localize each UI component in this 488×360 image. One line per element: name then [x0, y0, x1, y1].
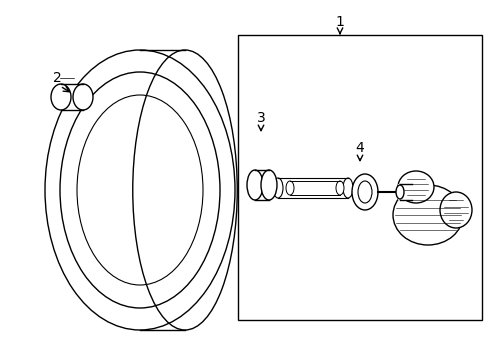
Ellipse shape — [272, 178, 283, 198]
Ellipse shape — [261, 170, 276, 200]
Bar — [289, 181, 339, 195]
Text: 1: 1 — [335, 15, 344, 29]
Bar — [278, 178, 347, 198]
Bar — [254, 170, 268, 200]
Ellipse shape — [397, 171, 433, 203]
Ellipse shape — [51, 84, 71, 110]
Ellipse shape — [60, 72, 220, 308]
Ellipse shape — [392, 185, 462, 245]
Ellipse shape — [342, 178, 352, 198]
Bar — [61, 84, 83, 110]
Bar — [238, 35, 481, 320]
Text: 4: 4 — [355, 141, 364, 155]
Ellipse shape — [73, 84, 93, 110]
Ellipse shape — [77, 95, 203, 285]
Ellipse shape — [246, 170, 263, 200]
Ellipse shape — [335, 181, 343, 195]
Ellipse shape — [439, 192, 471, 228]
Text: 2: 2 — [53, 71, 61, 85]
Ellipse shape — [285, 181, 293, 195]
Ellipse shape — [357, 181, 371, 203]
Bar — [397, 184, 413, 200]
Ellipse shape — [45, 50, 235, 330]
Ellipse shape — [351, 174, 377, 210]
Text: 3: 3 — [256, 111, 265, 125]
Ellipse shape — [395, 185, 403, 199]
